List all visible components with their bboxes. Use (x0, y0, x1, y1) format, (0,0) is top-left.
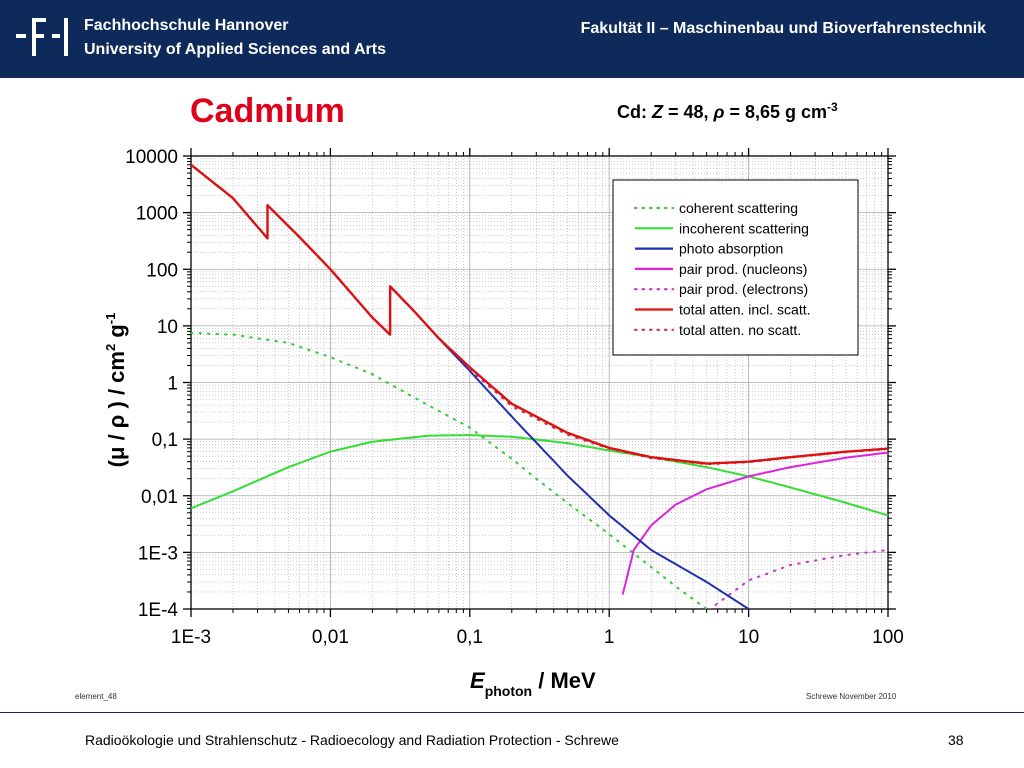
attenuation-chart: 1E-3 0,01 0,1 1 10 100 10000 1000 100 10 1 0,1 0,01 1… (103, 147, 904, 699)
institution-english-name: University of Applied Sciences and Arts (84, 41, 387, 58)
x-tick-label: 100 (872, 627, 904, 648)
legend-label: photo absorption (679, 241, 783, 257)
formula-z-symbol: Z (652, 102, 663, 122)
legend-box (612, 179, 859, 356)
formula-rho-exponent: -3 (827, 100, 838, 114)
page-number: 38 (948, 732, 964, 748)
header-banner: Fachhochschule Hannover University of Ap… (0, 0, 1024, 78)
series-line-coherent-scattering (191, 331, 708, 609)
series-line-incoherent-scattering (191, 434, 888, 517)
y-tick-label: 100 (146, 260, 178, 281)
slide-title: Cadmium (190, 92, 345, 130)
y-tick-label: 1 (167, 374, 178, 395)
footer-text: Radioökologie und Strahlenschutz - Radio… (85, 732, 619, 748)
y-tick-label: 1E-4 (138, 600, 179, 621)
formula-z-value: = 48, (663, 102, 714, 122)
legend-label: pair prod. (nucleons) (679, 261, 807, 277)
series-line-total-atten-incl-scatt- (191, 163, 888, 465)
formula-rho-symbol: ρ (713, 102, 725, 122)
legend-label: total atten. incl. scatt. (679, 302, 811, 318)
series-line-total-atten-no-scatt- (468, 368, 888, 466)
y-tick-label: 10000 (125, 147, 178, 168)
y-axis-label: (μ / ρ ) / cm2 g-1 (103, 313, 129, 468)
x-tick-label: 0,01 (312, 627, 349, 648)
y-tick-label: 1E-3 (138, 543, 178, 564)
y-tick-label: 1000 (136, 204, 178, 225)
right-note: Schrewe November 2010 (806, 692, 897, 701)
x-tick-label: 0,1 (457, 627, 483, 648)
university-logo-icon (16, 18, 68, 56)
x-tick-label: 10 (738, 627, 759, 648)
faculty-name: Fakultät II – Maschinenbau und Bioverfah… (580, 20, 986, 37)
series-line-pair-prod-nucleons- (621, 451, 888, 595)
legend-label: coherent scattering (679, 200, 798, 216)
legend-label: incoherent scattering (679, 220, 809, 236)
formula-rho-value: = 8,65 g cm (724, 102, 828, 122)
footer-divider (0, 712, 1024, 713)
x-tick-label: 1 (604, 627, 615, 648)
left-note: element_48 (75, 692, 117, 701)
y-tick-label: 0,01 (141, 487, 178, 508)
institution-name: Fachhochschule Hannover (84, 17, 289, 34)
y-tick-label: 10 (157, 317, 178, 338)
x-axis-label: Ephoton / MeV (470, 668, 596, 699)
x-tick-label: 1E-3 (171, 627, 211, 648)
formula-prefix: Cd: (617, 102, 652, 122)
element-formula: Cd: Z = 48, ρ = 8,65 g cm-3 (617, 100, 838, 123)
y-tick-label: 0,1 (152, 430, 178, 451)
legend-label: total atten. no scatt. (679, 322, 801, 338)
legend-label: pair prod. (electrons) (679, 281, 808, 297)
